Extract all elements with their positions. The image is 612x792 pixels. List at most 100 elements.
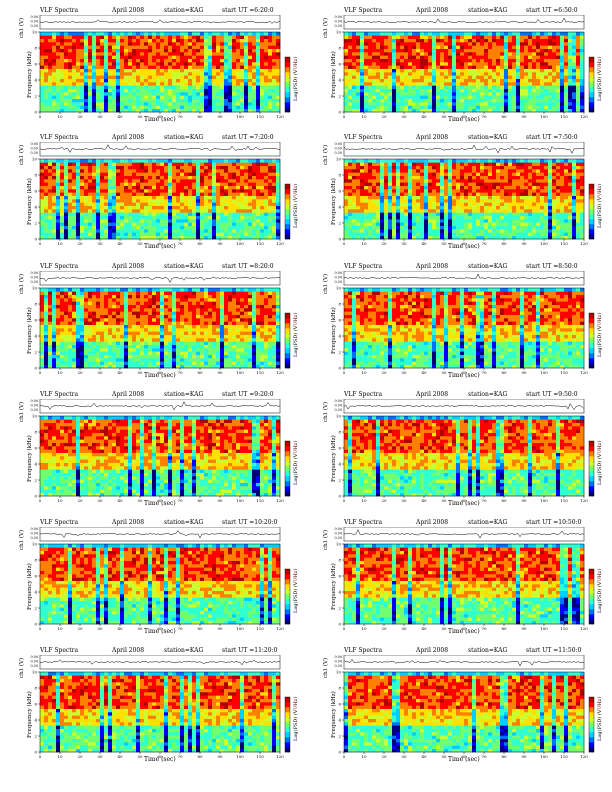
spectrogram-cell bbox=[128, 215, 133, 220]
spectrogram-cell bbox=[344, 52, 349, 56]
spectrogram-cell bbox=[496, 85, 501, 89]
spectrogram-cell bbox=[52, 175, 57, 180]
spectrogram-cell bbox=[92, 78, 97, 83]
spectrogram-cell bbox=[168, 202, 173, 206]
spectrogram-cell bbox=[416, 202, 421, 206]
spectrogram-cell bbox=[168, 85, 173, 89]
spectrogram-cell bbox=[392, 102, 397, 106]
spectrogram-cell bbox=[384, 172, 389, 176]
spectrogram-cell bbox=[412, 199, 417, 203]
spectrogram-cell bbox=[468, 52, 473, 56]
spectrogram-cell bbox=[148, 232, 153, 236]
spectrogram-cell bbox=[144, 98, 149, 103]
spectrogram-cell bbox=[564, 105, 569, 109]
spectrogram-cell bbox=[204, 75, 209, 79]
spectrogram-cell bbox=[568, 62, 573, 66]
spectrogram-cell bbox=[76, 52, 81, 56]
spectrogram-cell bbox=[348, 78, 353, 83]
spectrogram-cell bbox=[412, 108, 417, 113]
spectrogram-cell bbox=[236, 58, 241, 63]
spectrogram-cell bbox=[168, 195, 173, 200]
spectrogram-cell bbox=[212, 82, 217, 86]
spectrogram-cell bbox=[148, 172, 153, 176]
spectrogram-cell bbox=[148, 68, 153, 73]
spectrogram-cell bbox=[84, 32, 89, 36]
spectrogram-cell bbox=[176, 72, 181, 76]
spectrogram-cell bbox=[168, 102, 173, 106]
spectrogram-cell bbox=[440, 32, 445, 36]
spectrogram-cell bbox=[212, 172, 217, 176]
spectrogram-cell bbox=[140, 229, 145, 233]
spectrogram-cell bbox=[524, 105, 529, 109]
spectrogram-cell bbox=[248, 32, 253, 36]
spectrogram-cell bbox=[240, 55, 245, 59]
spectrogram-cell bbox=[164, 232, 169, 236]
spectrogram-cell bbox=[460, 52, 465, 56]
spectrogram-cell bbox=[64, 82, 69, 86]
spectrogram-cell bbox=[268, 172, 273, 176]
spectrogram-cell bbox=[116, 182, 121, 186]
spectrogram-cell bbox=[556, 85, 561, 89]
spectrogram-cell bbox=[156, 182, 161, 186]
spectrogram-cell bbox=[344, 195, 349, 200]
spectrogram-cell bbox=[472, 108, 477, 113]
spectrogram-cell bbox=[392, 185, 397, 190]
spectrogram-panel: VLF Spectra April 2008 station=KAG start UT… bbox=[10, 133, 300, 255]
spectrogram-cell bbox=[408, 189, 413, 193]
spectrogram-cell bbox=[540, 102, 545, 106]
spectrogram-cell bbox=[72, 182, 77, 186]
spectrogram-cell bbox=[360, 175, 365, 180]
spectrogram-cell bbox=[104, 102, 109, 106]
spectrogram-cell bbox=[504, 55, 509, 59]
spectrogram-cell bbox=[88, 175, 93, 180]
spectrogram-cell bbox=[512, 68, 517, 73]
spectrogram-cell bbox=[572, 65, 577, 69]
spectrogram-cell bbox=[112, 202, 117, 206]
spectrogram-cell bbox=[356, 225, 361, 230]
spectrogram-cell bbox=[408, 62, 413, 66]
y-tick-label: 6 bbox=[34, 188, 37, 193]
spectrogram-cell bbox=[128, 159, 133, 163]
spectrogram-cell bbox=[112, 92, 117, 96]
spectrogram-cell bbox=[372, 45, 377, 49]
spectrogram-cell bbox=[40, 229, 45, 233]
spectrogram-cell bbox=[144, 229, 149, 233]
spectrogram-cell bbox=[72, 85, 77, 89]
spectrogram-cell bbox=[252, 232, 257, 236]
spectrogram-cell bbox=[260, 92, 265, 96]
spectrogram-cell bbox=[548, 45, 553, 49]
spectrogram-cell bbox=[120, 222, 125, 226]
spectrogram-cell bbox=[572, 92, 577, 96]
spectrogram-cell bbox=[180, 95, 185, 99]
spectrogram-cell bbox=[60, 195, 65, 200]
spectrogram-cell bbox=[192, 199, 197, 203]
spectrogram-cell bbox=[244, 232, 249, 236]
spectrogram-cell bbox=[80, 42, 85, 46]
spectrogram-cell bbox=[276, 65, 281, 69]
spectrogram-cell bbox=[496, 45, 501, 49]
spectrogram-cell bbox=[560, 108, 565, 113]
spectrogram-cell bbox=[508, 35, 513, 39]
spectrogram-cell bbox=[388, 62, 393, 66]
spectrogram-cell bbox=[556, 52, 561, 56]
spectrogram-cell bbox=[504, 62, 509, 66]
spectrogram-cell bbox=[380, 182, 385, 186]
spectrogram-cell bbox=[132, 62, 137, 66]
spectrogram-cell bbox=[392, 72, 397, 76]
spectrogram-cell bbox=[224, 182, 229, 186]
spectrogram-cell bbox=[416, 195, 421, 200]
spectrogram-cell bbox=[48, 32, 53, 36]
spectrogram-cell bbox=[260, 102, 265, 106]
spectrogram-cell bbox=[452, 58, 457, 63]
spectrogram-cell bbox=[92, 55, 97, 59]
spectrogram-cell bbox=[528, 38, 533, 43]
spectrogram-cell bbox=[92, 162, 97, 166]
spectrogram-cell bbox=[216, 222, 221, 226]
spectrogram-cell bbox=[44, 48, 49, 53]
spectrogram-cell bbox=[184, 95, 189, 99]
spectrogram-cell bbox=[380, 209, 385, 213]
spectrogram-cell bbox=[184, 32, 189, 36]
spectrogram-cell bbox=[276, 62, 281, 66]
spectrogram-cell bbox=[520, 55, 525, 59]
spectrogram-cell bbox=[192, 185, 197, 190]
